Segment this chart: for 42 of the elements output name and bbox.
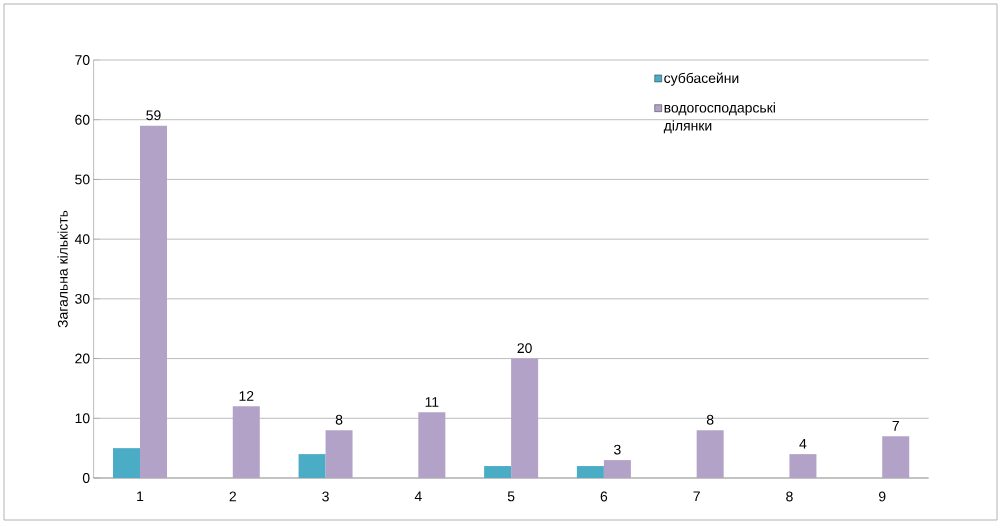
- bar: [603, 460, 631, 478]
- legend-label: водогосподарські ділянки: [663, 102, 775, 134]
- y-tick-label: 70: [75, 55, 90, 65]
- data-label: 12: [239, 391, 254, 401]
- y-tick-label: 0: [82, 473, 90, 483]
- bar: [576, 466, 604, 478]
- bar: [511, 358, 539, 478]
- bar: [882, 436, 910, 478]
- bar: [232, 406, 260, 478]
- x-tick-label: 2: [229, 491, 236, 502]
- data-label: 4: [799, 439, 807, 449]
- bar: [696, 430, 724, 478]
- x-tick-label: 6: [600, 491, 608, 502]
- legend-label: суббасейни: [664, 72, 739, 86]
- x-tick-label: 7: [693, 491, 700, 502]
- y-tick-label: 20: [75, 353, 90, 364]
- bar: [113, 448, 140, 478]
- data-label: 20: [517, 343, 532, 354]
- data-label: 8: [706, 414, 714, 425]
- x-tick-label: 9: [879, 491, 886, 502]
- y-tick-label: 60: [75, 114, 90, 125]
- y-tick-label: 40: [74, 234, 90, 245]
- bar: [418, 412, 446, 478]
- bar: [325, 430, 353, 478]
- data-label: 59: [146, 110, 161, 121]
- data-label: 11: [425, 397, 439, 407]
- bar: [298, 454, 326, 478]
- x-tick-label: 1: [137, 491, 144, 502]
- x-tick-label: 4: [414, 491, 422, 502]
- x-tick-label: 3: [322, 491, 329, 502]
- x-tick-label: 8: [786, 491, 793, 502]
- bar: [484, 466, 512, 478]
- x-tick-label: 5: [507, 491, 515, 502]
- y-tick-label: 50: [75, 174, 90, 185]
- data-label: 3: [614, 444, 621, 455]
- y-tick-label: 30: [75, 293, 90, 304]
- bar: [140, 125, 167, 478]
- y-axis-title: Загальна кількість: [57, 210, 68, 328]
- data-label: 8: [335, 414, 343, 425]
- bar: [789, 454, 817, 478]
- data-label: 7: [892, 421, 899, 431]
- y-tick-label: 10: [75, 413, 90, 424]
